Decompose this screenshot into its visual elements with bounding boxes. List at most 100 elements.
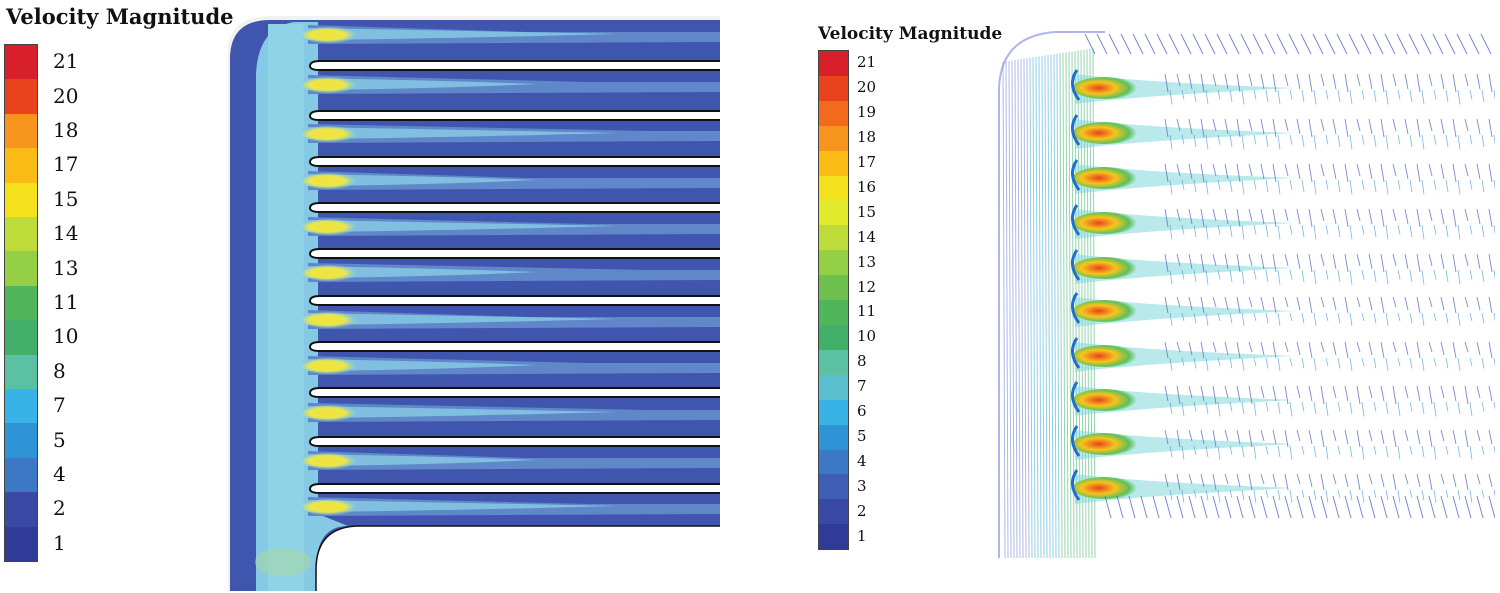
flow-vector — [1212, 118, 1217, 132]
flow-vector — [1180, 33, 1192, 55]
flow-vector — [1312, 33, 1324, 55]
flow-vector — [1200, 118, 1205, 138]
flow-vector — [1396, 33, 1408, 55]
flow-vector — [1409, 401, 1413, 412]
flow-vector — [1337, 224, 1341, 238]
jet-hotspot — [302, 265, 358, 281]
flow-vector — [1332, 296, 1337, 311]
flow-vector — [1356, 429, 1361, 448]
flow-vector — [1181, 357, 1185, 367]
flow-vector — [1481, 401, 1485, 412]
flow-vector — [1140, 495, 1148, 519]
flow-vector — [1120, 33, 1132, 55]
flow-vector — [1229, 357, 1233, 369]
flow-vector — [1164, 163, 1169, 183]
flow-vector — [1373, 401, 1377, 412]
flow-vector — [1421, 134, 1425, 150]
flow-vector — [1200, 163, 1205, 183]
left-color-swatch — [5, 285, 37, 321]
flow-vector — [1361, 401, 1365, 417]
flow-vector — [1217, 489, 1221, 503]
flow-vector — [1337, 179, 1341, 193]
flow-vector — [1236, 208, 1241, 228]
flow-vector — [1408, 33, 1420, 55]
flow-vector — [1416, 208, 1421, 228]
flow-vector — [1349, 134, 1353, 150]
flow-vector — [1253, 269, 1257, 280]
flow-vector — [1469, 224, 1473, 235]
flow-vector — [1224, 495, 1232, 519]
flow-vector — [1152, 495, 1160, 519]
flow-vector — [1301, 179, 1305, 193]
flow-vector — [1481, 445, 1485, 455]
flow-vector — [1284, 208, 1289, 222]
flow-vector — [1464, 118, 1469, 132]
flow-vector — [1397, 269, 1401, 280]
jet-hotspot — [1073, 257, 1137, 279]
flow-vector — [1469, 179, 1473, 190]
flow-vector — [1392, 296, 1397, 308]
flow-vector — [1480, 33, 1492, 55]
flow-vector — [1392, 208, 1397, 222]
flow-vector — [1433, 489, 1437, 503]
channel-jet-tail — [303, 220, 618, 232]
flow-vector — [1356, 208, 1361, 222]
flow-vector — [1272, 253, 1277, 273]
flow-vector — [1464, 296, 1469, 308]
flow-vector — [1236, 73, 1241, 93]
flow-vector — [1272, 341, 1277, 359]
flow-vector — [1217, 89, 1221, 100]
flow-vector — [1308, 253, 1313, 273]
flow-vector — [1169, 89, 1173, 105]
flow-vector — [1445, 489, 1449, 499]
flow-vector — [1457, 89, 1461, 105]
flow-vector — [1488, 208, 1493, 228]
flow-vector — [1476, 253, 1481, 270]
flow-vector — [1457, 269, 1461, 285]
flow-vector — [1229, 445, 1233, 455]
left-color-swatch — [5, 457, 37, 493]
flow-vector — [1229, 224, 1233, 238]
inlet-core — [268, 24, 304, 591]
flow-vector — [1284, 473, 1289, 491]
jet-hotspot — [302, 453, 358, 469]
flow-vector — [1445, 134, 1449, 148]
flow-vector — [1432, 33, 1444, 55]
right-color-swatch — [819, 250, 848, 276]
flow-vector — [1433, 312, 1437, 322]
flow-vector — [1421, 489, 1425, 501]
flow-vector — [1409, 312, 1413, 324]
flow-vector — [1440, 253, 1445, 270]
flow-vector — [1289, 179, 1293, 190]
flow-vector — [1169, 224, 1173, 240]
flow-vector — [1313, 179, 1317, 195]
left-color-swatch — [5, 492, 37, 527]
flow-vector — [1176, 473, 1181, 491]
flow-vector — [1344, 253, 1349, 273]
flow-vector — [1368, 73, 1373, 90]
flow-vector — [1084, 33, 1096, 55]
left-color-swatch — [5, 182, 37, 218]
flow-vector — [1176, 118, 1181, 132]
flow-vector — [1409, 89, 1413, 103]
flow-vector — [1464, 208, 1469, 222]
flow-vector — [1205, 269, 1209, 285]
right-color-swatch — [819, 399, 848, 425]
flow-vector — [1313, 224, 1317, 240]
flow-vector — [1469, 269, 1473, 280]
flow-vector — [1200, 73, 1205, 93]
flow-vector — [1445, 312, 1449, 324]
flow-vector — [1276, 33, 1288, 55]
right-tick-label: 8 — [857, 352, 867, 371]
flow-vector — [1488, 429, 1493, 445]
left-color-bar — [4, 44, 38, 562]
flow-vector — [1240, 33, 1252, 55]
flow-vector — [1241, 179, 1245, 195]
flow-vector — [1224, 385, 1229, 399]
left-color-swatch — [5, 148, 37, 183]
flow-vector — [1176, 296, 1181, 308]
flow-vector — [1284, 296, 1289, 308]
flow-vector — [1241, 89, 1245, 105]
flow-vector — [1332, 118, 1337, 135]
flow-vector — [1397, 224, 1401, 235]
